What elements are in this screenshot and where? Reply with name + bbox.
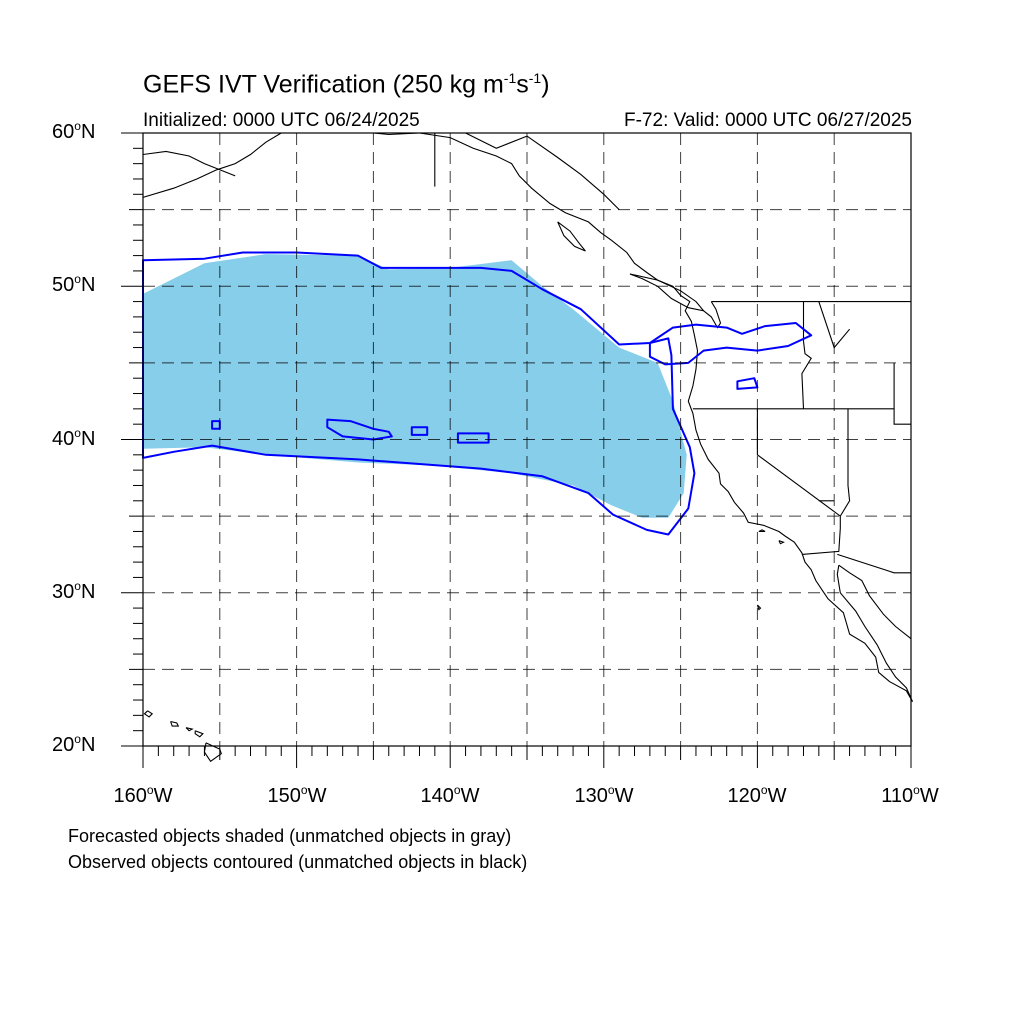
legend-observed-note: Observed objects contoured (unmatched ob… [68,852,528,872]
lat-label-20: 20oN [52,732,96,756]
forecast-object-shaded [143,254,687,518]
geo-line-12 [194,730,204,738]
geo-line-26 [465,132,620,210]
observed-blob-2-contour [326,418,393,441]
valid-subtitle: F-72: Valid: 0000 UTC 06/27/2025 [624,110,912,131]
title-mid-text: s [516,70,529,99]
geo-line-6 [629,273,706,312]
graticule-layer [143,133,911,746]
lon-label-110: 110oW [881,783,939,807]
lat-label-40: 40oN [52,426,96,450]
geo-line-3 [419,132,913,702]
geo-line-11 [185,727,194,732]
geo-line-10 [170,720,180,727]
geo-line-20 [756,408,841,555]
title-main-text: GEFS IVT Verification (250 kg m [143,70,504,99]
lat-label-60: 60oN [52,119,96,143]
lon-label-140: 140oW [420,783,480,807]
geo-line-16 [756,604,762,611]
geo-line-4 [836,565,914,702]
observed-blob-3-contour [410,426,429,436]
lat-label-30: 30oN [52,579,96,603]
geo-line-19 [801,301,812,409]
geo-line-22 [893,362,911,425]
geo-line-21 [839,408,851,517]
title-superscript-1: -1 [503,70,517,86]
geo-line-0 [142,150,236,177]
geo-line-7 [557,221,586,252]
lat-label-50: 50oN [52,272,96,296]
geo-line-5 [838,564,912,640]
lon-label-160: 160oW [113,783,173,807]
observed-blob-5-contour [736,377,759,390]
geo-line-15 [778,540,785,545]
observed-contours-layer [142,251,813,536]
geo-line-14 [758,529,766,533]
geo-line-1 [142,132,282,198]
geo-line-8 [703,301,722,329]
legend-forecast-note: Forecasted objects shaded (unmatched obj… [68,826,512,846]
geo-line-9 [143,710,154,718]
lon-label-120: 120oW [727,783,787,807]
forecast-objects-layer [143,254,687,518]
lon-label-130: 130oW [574,783,634,807]
geo-line-24 [837,553,911,574]
title-superscript-2: -1 [528,70,542,86]
title-end-text: ) [541,70,550,99]
chart-title: GEFS IVT Verification (250 kg m-1s-1) [143,70,550,99]
observed-inland-contour [648,322,813,366]
initialized-subtitle: Initialized: 0000 UTC 06/24/2025 [143,110,420,131]
lon-label-150: 150oW [267,783,327,807]
observed-main-contour [142,251,696,536]
axis-ticks-layer [121,132,912,768]
